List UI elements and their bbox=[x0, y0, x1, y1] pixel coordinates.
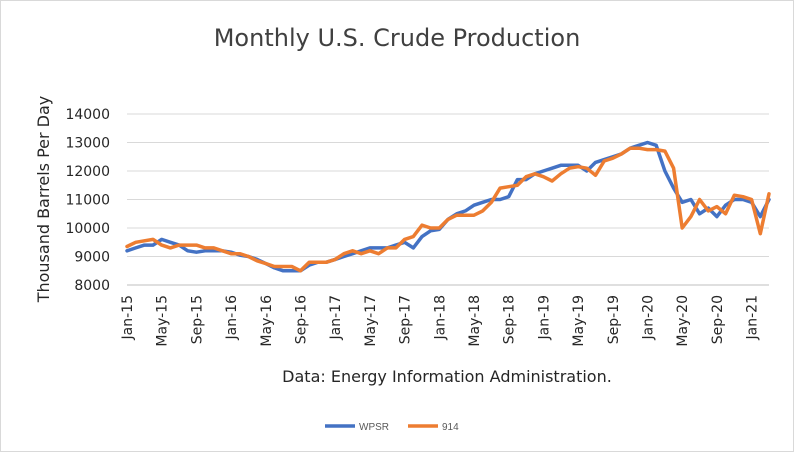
x-tick-label: Sep-19 bbox=[606, 295, 622, 344]
x-tick-label: Jan-18 bbox=[432, 295, 448, 340]
x-tick-label: Jan-20 bbox=[641, 295, 657, 340]
x-tick-label: Sep-18 bbox=[502, 295, 518, 344]
x-tick-label: May-20 bbox=[675, 295, 691, 347]
x-tick-label: Jan-17 bbox=[328, 295, 344, 340]
x-axis-label: Data: Energy Information Administration. bbox=[282, 367, 612, 386]
series-lines bbox=[125, 140, 771, 273]
y-tick-label: 8000 bbox=[74, 278, 110, 294]
y-axis-label: Thousand Barrels Per Day bbox=[34, 96, 53, 304]
x-tick-label: May-18 bbox=[467, 295, 483, 347]
x-tick-label: Sep-16 bbox=[294, 295, 310, 344]
x-tick-label: Jan-16 bbox=[224, 295, 240, 341]
gridlines bbox=[127, 113, 769, 286]
x-tick-label: May-16 bbox=[259, 295, 275, 347]
x-tick-label: Jan-15 bbox=[120, 295, 136, 340]
y-tick-label: 14000 bbox=[65, 107, 110, 123]
x-tick-label: Jan-21 bbox=[745, 295, 761, 340]
chart-title: Monthly U.S. Crude Production bbox=[214, 24, 581, 52]
x-tick-label: May-15 bbox=[155, 295, 171, 347]
x-tick-label: May-17 bbox=[363, 295, 379, 347]
legend: WPSR 914 bbox=[325, 422, 459, 433]
x-tick-label: May-19 bbox=[571, 295, 587, 347]
legend-label: WPSR bbox=[359, 422, 389, 433]
y-tick-label: 11000 bbox=[65, 193, 110, 209]
y-tick-label: 9000 bbox=[74, 250, 110, 266]
y-tick-label: 13000 bbox=[65, 136, 110, 152]
y-tick-label: 12000 bbox=[65, 164, 110, 180]
y-tick-label: 10000 bbox=[65, 221, 110, 237]
x-tick-label: Sep-20 bbox=[710, 295, 726, 344]
series-line-914 bbox=[125, 146, 771, 273]
x-tick-label: Jan-19 bbox=[536, 295, 552, 340]
x-tick-label: Sep-17 bbox=[398, 295, 414, 344]
x-tick-label: Sep-15 bbox=[189, 295, 205, 344]
legend-label: 914 bbox=[442, 422, 459, 433]
x-tick-labels: Jan-15 May-15 Sep-15 Jan-16 May-16 Sep-16 Jan-… bbox=[120, 295, 761, 347]
y-tick-labels: 8000 9000 10000 11000 12000 13000 14000 bbox=[65, 107, 110, 294]
